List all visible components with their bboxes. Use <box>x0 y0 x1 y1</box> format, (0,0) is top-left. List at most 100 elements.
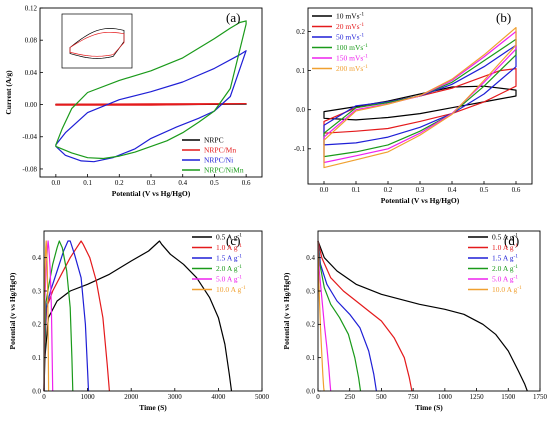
series-line-c-3 <box>43 240 74 392</box>
legend-label-name: 10 mVs <box>336 12 360 21</box>
series-line-b-5 <box>323 27 517 169</box>
panel-d: 0 250 500 750 1000 1250 1500 1750 0.0 0.1 0.2 0.3 0.… <box>282 230 548 412</box>
series-line-d-1 <box>317 240 413 392</box>
legend-label: 2.0 A g-1 <box>216 264 242 273</box>
legend-label-name: 10.0 A g <box>216 285 241 294</box>
y-tick-label: 0.3 <box>32 287 41 295</box>
x-tick-label: 1750 <box>533 393 548 401</box>
x-tick-label: 2000 <box>124 393 139 401</box>
x-axis-label: Potential (V vs Hg/HgO) <box>112 189 191 198</box>
series-line-d-4 <box>317 240 332 392</box>
plot-frame-c <box>43 230 263 392</box>
legend-label: NRPC/Mn <box>204 146 236 155</box>
x-tick-label: 3000 <box>168 393 183 401</box>
legend-label: 10.0 A g-1 <box>216 285 246 294</box>
legend-label: 150 mVs-1 <box>336 54 368 63</box>
legend-label: 1.5 A g-1 <box>492 254 518 263</box>
x-axis-label: Time (S) <box>139 403 167 412</box>
legend-label-name: 100 mVs <box>336 43 363 52</box>
x-tick-label: 0.4 <box>448 186 457 194</box>
panel-label: (c) <box>226 233 240 248</box>
y-tick-label: 0.08 <box>25 37 38 45</box>
legend-label-superscript: -1 <box>241 285 246 291</box>
y-tick-label: 0.1 <box>296 67 305 75</box>
y-tick-label: -0.08 <box>22 165 37 173</box>
y-tick-label: 0.1 <box>306 354 315 362</box>
x-tick-label: 0.3 <box>416 186 425 194</box>
legend-label: 0.5 A g-1 <box>216 233 242 242</box>
legend-label-superscript: -1 <box>360 22 365 28</box>
series-line-d-3 <box>317 240 362 392</box>
y-tick-label: 0.0 <box>306 387 315 395</box>
series-line-c-0 <box>43 240 233 392</box>
legend-label: NRPC/NiMn <box>204 166 244 175</box>
y-tick-label: 0.2 <box>296 28 305 36</box>
y-tick-label: 0.4 <box>32 254 41 262</box>
x-tick-label: 0 <box>316 393 320 401</box>
legend-label: 1.5 A g-1 <box>216 254 242 263</box>
x-tick-label: 0.0 <box>320 186 329 194</box>
series-line-d-0 <box>317 240 528 392</box>
y-tick-label: 0.1 <box>32 354 41 362</box>
y-tick-label: 0.2 <box>306 321 315 329</box>
legend-label-superscript: -1 <box>363 43 368 49</box>
legend-label-name: 5.0 A g <box>492 275 514 284</box>
x-tick-label: 1250 <box>470 393 485 401</box>
legend-label: NRPC/Ni <box>204 156 233 165</box>
x-tick-label: 500 <box>376 393 387 401</box>
legend-label-name: 0.5 A g <box>492 233 514 242</box>
series-line-c-2 <box>43 240 90 392</box>
panel-label: (a) <box>226 10 240 25</box>
inset-plot <box>61 13 133 69</box>
legend-label-name: 1.0 A g <box>216 243 238 252</box>
y-axis-label: Current (A/g) <box>4 70 13 115</box>
legend-label-superscript: -1 <box>513 233 518 239</box>
legend-label-name: NRPC/Ni <box>204 156 233 165</box>
y-tick-label: 0.4 <box>306 254 315 262</box>
x-tick-label: 0.1 <box>83 179 92 187</box>
x-tick-label: 4000 <box>211 393 226 401</box>
x-tick-label: 0 <box>42 393 46 401</box>
legend-label: 100 mVs-1 <box>336 43 368 52</box>
inset-series-line <box>69 31 125 57</box>
x-tick-label: 1500 <box>501 393 516 401</box>
legend-label-superscript: -1 <box>360 12 365 18</box>
series-line-a-3 <box>55 20 247 160</box>
legend-label-superscript: -1 <box>363 64 368 70</box>
legend-label-name: 1.0 A g <box>492 243 514 252</box>
legend-label: 0.5 A g-1 <box>492 233 518 242</box>
legend-label: 1.0 A g-1 <box>216 243 242 252</box>
legend-label-name: 150 mVs <box>336 54 363 63</box>
legend-label: 50 mVs-1 <box>336 33 364 42</box>
series-line-d-5 <box>317 240 325 392</box>
x-axis-label: Potential (V vs Hg/HgO) <box>381 196 460 205</box>
x-tick-label: 0.5 <box>210 179 219 187</box>
legend-label: 10.0 A g-1 <box>492 285 522 294</box>
legend-label: NRPC <box>204 136 224 145</box>
y-tick-label: 0.04 <box>25 69 38 77</box>
legend-label-name: 50 mVs <box>336 33 360 42</box>
panel-c: 0 1000 2000 3000 4000 5000 0.0 0.1 0.2 0.3 0.4 Time… <box>8 230 270 412</box>
x-tick-label: 1000 <box>81 393 96 401</box>
legend-label: 2.0 A g-1 <box>492 264 518 273</box>
panel-label: (b) <box>496 10 511 25</box>
x-tick-label: 5000 <box>255 393 270 401</box>
legend-label-name: NRPC <box>204 136 224 145</box>
legend-label: 10 mVs-1 <box>336 12 364 21</box>
legend-label-superscript: -1 <box>513 254 518 260</box>
legend-label-superscript: -1 <box>360 33 365 39</box>
legend-label-name: NRPC/Mn <box>204 146 236 155</box>
legend-label-name: 1.5 A g <box>492 254 514 263</box>
series-line-a-2 <box>55 50 247 163</box>
legend-label-superscript: -1 <box>237 233 242 239</box>
legend-label-name: 5.0 A g <box>216 275 238 284</box>
legend-label-name: 200 mVs <box>336 64 363 73</box>
y-tick-label: 0.00 <box>25 101 38 109</box>
y-tick-label: 0.0 <box>296 106 305 114</box>
legend-label-superscript: -1 <box>237 254 242 260</box>
x-tick-label: 0.6 <box>512 186 521 194</box>
y-tick-label: 0.12 <box>25 4 38 12</box>
legend-label-name: 20 mVs <box>336 22 360 31</box>
x-tick-label: 750 <box>408 393 419 401</box>
